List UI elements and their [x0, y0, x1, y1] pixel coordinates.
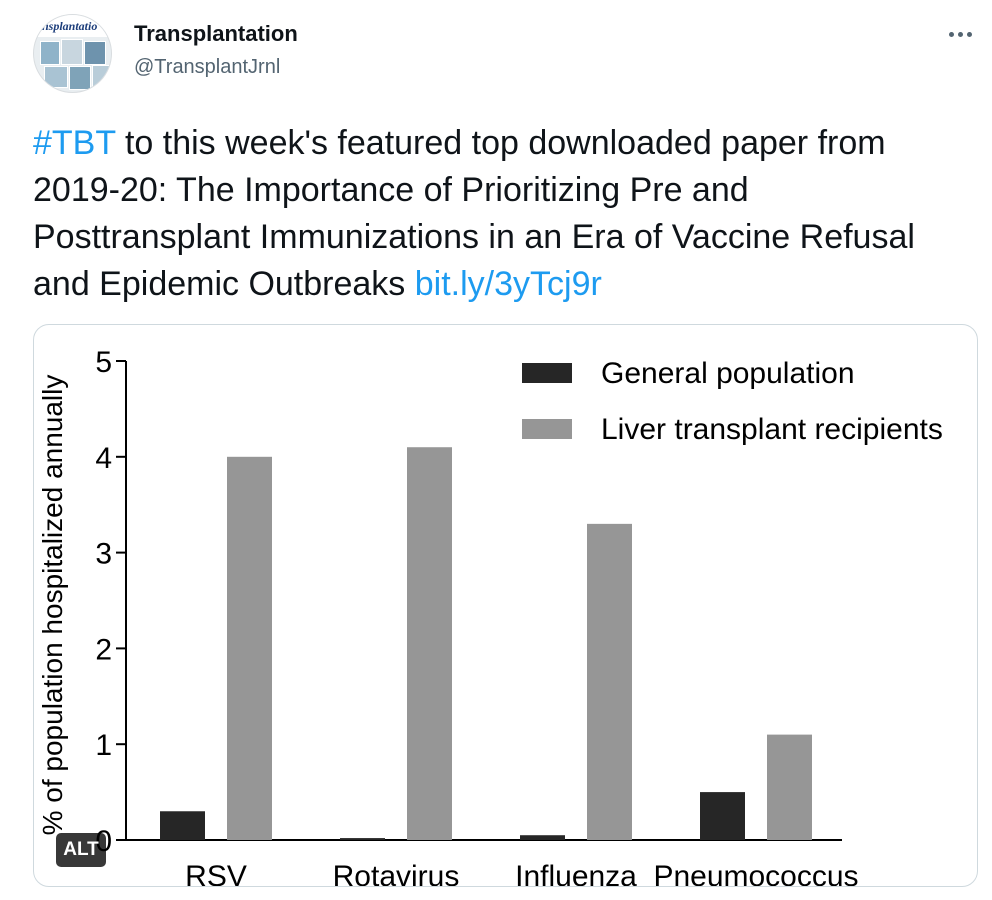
bar-liver-transplant-rotavirus	[407, 447, 452, 840]
more-icon[interactable]	[946, 24, 976, 46]
avatar[interactable]: ansplantatio	[33, 14, 112, 93]
bar-liver-transplant-rsv	[227, 456, 272, 840]
alt-badge[interactable]: ALT	[56, 833, 106, 867]
bar-general-population-rotavirus	[340, 838, 385, 840]
x-tick-label: Influenza	[515, 860, 637, 886]
author-handle[interactable]: @TransplantJrnl	[134, 56, 281, 78]
y-tick-label: 4	[95, 442, 112, 475]
legend-label-0: General population	[601, 357, 855, 390]
bar-chart: 012345% of population hospitalized annua…	[37, 346, 943, 886]
avatar-label: ansplantatio	[36, 19, 98, 33]
bar-general-population-influenza	[520, 835, 565, 840]
bar-general-population-rsv	[160, 811, 205, 840]
x-tick-label: Rotavirus	[333, 860, 460, 886]
x-tick-label: Pneumococcus	[653, 860, 858, 886]
x-tick-label: RSV	[185, 860, 247, 886]
y-tick-label: 5	[95, 346, 112, 379]
tweet-link[interactable]: bit.ly/3yTcj9r	[414, 265, 602, 303]
y-tick-label: 3	[95, 538, 112, 571]
legend-swatch-1	[522, 419, 572, 439]
tweet-text: #TBT to this week's featured top downloa…	[33, 120, 963, 308]
y-tick-label: 1	[95, 729, 112, 762]
bar-general-population-pneumococcus	[700, 792, 745, 840]
bar-liver-transplant-pneumococcus	[767, 734, 812, 840]
bar-liver-transplant-influenza	[587, 523, 632, 840]
y-tick-label: 2	[95, 633, 112, 666]
tweet-media-chart[interactable]: 012345% of population hospitalized annua…	[33, 324, 978, 887]
legend-label-1: Liver transplant recipients	[601, 413, 943, 446]
tweet-body: to this week's featured top downloaded p…	[33, 124, 915, 303]
y-axis-title: % of population hospitalized annually	[37, 375, 68, 836]
author-name[interactable]: Transplantation	[134, 21, 298, 46]
legend-swatch-0	[522, 363, 572, 383]
hashtag-link[interactable]: #TBT	[33, 124, 116, 162]
